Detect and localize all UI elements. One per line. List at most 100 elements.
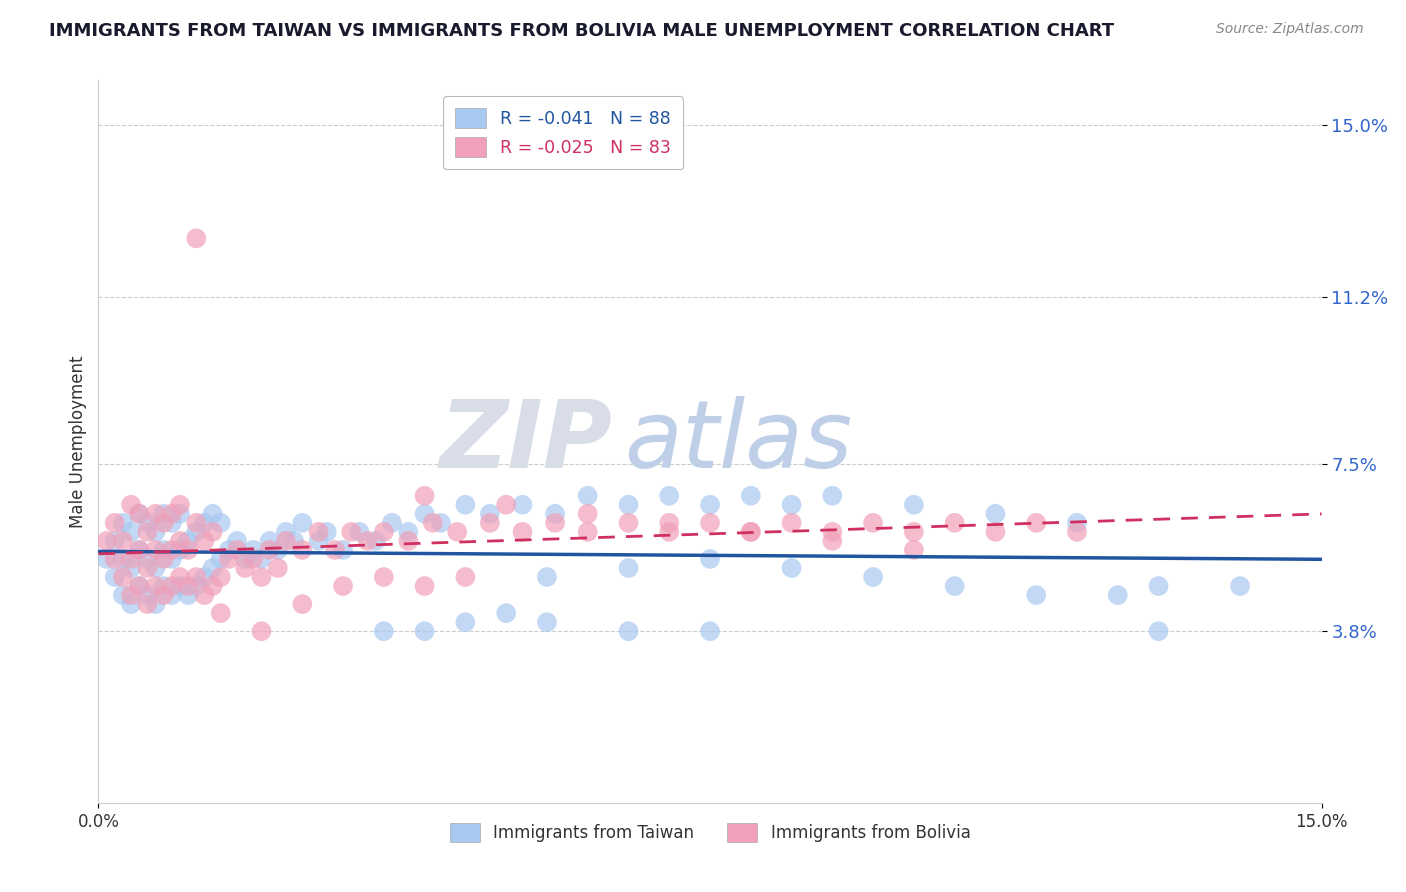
Point — [1066, 516, 1088, 530]
Point — [454, 615, 477, 630]
Legend: Immigrants from Taiwan, Immigrants from Bolivia: Immigrants from Taiwan, Immigrants from … — [443, 816, 977, 848]
Point — [120, 524, 142, 539]
Point — [349, 524, 371, 539]
Point — [478, 516, 501, 530]
Point — [111, 533, 134, 548]
Point — [576, 524, 599, 539]
Point — [120, 498, 142, 512]
Point — [145, 524, 167, 539]
Point — [1147, 579, 1170, 593]
Point — [136, 588, 159, 602]
Point — [576, 507, 599, 521]
Point — [209, 516, 232, 530]
Point — [658, 524, 681, 539]
Point — [193, 533, 215, 548]
Point — [699, 498, 721, 512]
Point — [104, 533, 127, 548]
Point — [780, 498, 803, 512]
Point — [267, 561, 290, 575]
Point — [903, 542, 925, 557]
Point — [413, 579, 436, 593]
Point — [740, 524, 762, 539]
Point — [120, 552, 142, 566]
Point — [396, 533, 419, 548]
Point — [169, 498, 191, 512]
Point — [111, 552, 134, 566]
Point — [160, 552, 183, 566]
Point — [226, 533, 249, 548]
Point — [495, 498, 517, 512]
Point — [576, 489, 599, 503]
Point — [136, 524, 159, 539]
Point — [104, 570, 127, 584]
Point — [373, 624, 395, 639]
Point — [120, 561, 142, 575]
Point — [862, 570, 884, 584]
Point — [267, 542, 290, 557]
Point — [152, 507, 174, 521]
Point — [111, 516, 134, 530]
Point — [259, 542, 281, 557]
Point — [315, 524, 337, 539]
Point — [120, 588, 142, 602]
Point — [699, 516, 721, 530]
Point — [160, 516, 183, 530]
Point — [120, 597, 142, 611]
Text: atlas: atlas — [624, 396, 852, 487]
Point — [96, 552, 118, 566]
Point — [152, 516, 174, 530]
Point — [903, 498, 925, 512]
Point — [332, 542, 354, 557]
Point — [201, 507, 224, 521]
Point — [332, 579, 354, 593]
Point — [699, 552, 721, 566]
Point — [356, 533, 378, 548]
Point — [373, 570, 395, 584]
Point — [209, 606, 232, 620]
Point — [160, 588, 183, 602]
Point — [186, 516, 208, 530]
Point — [169, 542, 191, 557]
Point — [396, 524, 419, 539]
Point — [145, 597, 167, 611]
Point — [430, 516, 453, 530]
Point — [152, 588, 174, 602]
Point — [283, 533, 305, 548]
Point — [218, 542, 240, 557]
Point — [186, 570, 208, 584]
Point — [201, 561, 224, 575]
Point — [780, 561, 803, 575]
Point — [233, 561, 256, 575]
Point — [340, 524, 363, 539]
Point — [160, 542, 183, 557]
Point — [740, 524, 762, 539]
Point — [111, 570, 134, 584]
Point — [136, 561, 159, 575]
Point — [512, 498, 534, 512]
Point — [536, 570, 558, 584]
Point — [780, 516, 803, 530]
Point — [740, 489, 762, 503]
Point — [201, 524, 224, 539]
Point — [177, 588, 200, 602]
Point — [201, 579, 224, 593]
Point — [169, 533, 191, 548]
Point — [984, 507, 1007, 521]
Point — [381, 516, 404, 530]
Point — [259, 533, 281, 548]
Point — [413, 624, 436, 639]
Point — [128, 542, 150, 557]
Point — [242, 542, 264, 557]
Point — [413, 489, 436, 503]
Point — [186, 231, 208, 245]
Point — [364, 533, 387, 548]
Point — [821, 524, 844, 539]
Point — [308, 533, 330, 548]
Point — [111, 588, 134, 602]
Point — [291, 542, 314, 557]
Point — [218, 552, 240, 566]
Point — [495, 606, 517, 620]
Point — [617, 624, 640, 639]
Point — [128, 542, 150, 557]
Point — [152, 552, 174, 566]
